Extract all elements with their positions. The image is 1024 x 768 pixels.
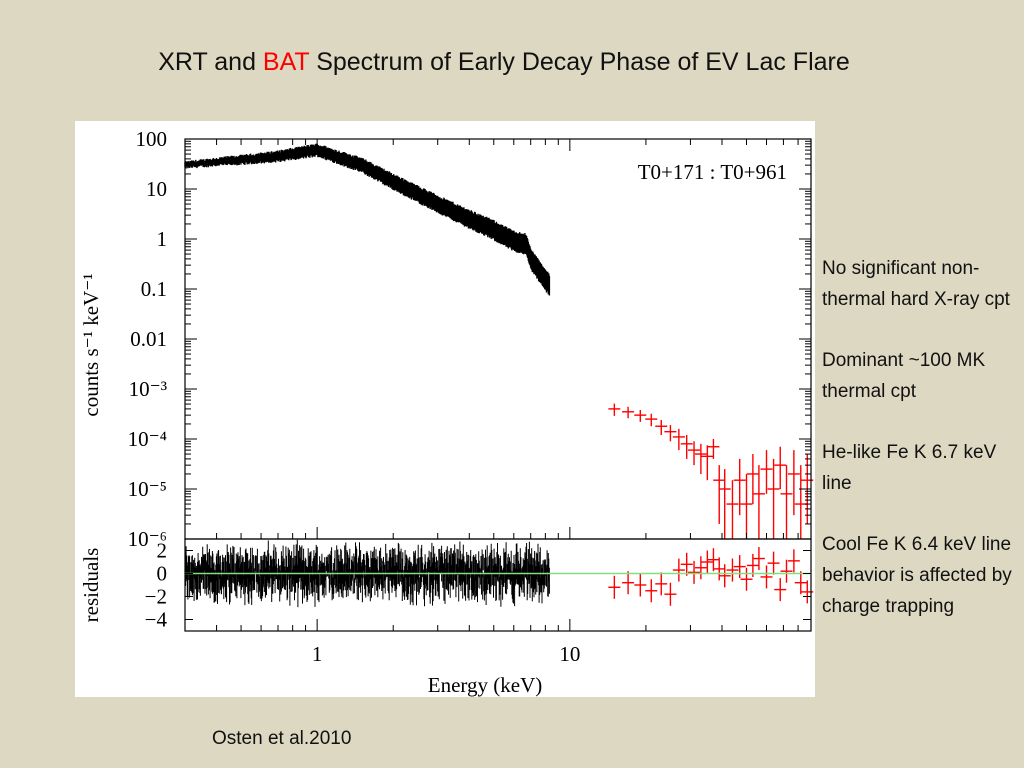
title-highlight: BAT bbox=[262, 48, 310, 76]
bat-residual-point bbox=[752, 547, 765, 571]
spectrum-figure: 1 10 100 10 1 0.1 0.01 10⁻³ 10⁻⁴ 10⁻⁵ 10⁻⁶ 2 0 −2 −4 T… bbox=[75, 121, 815, 697]
bat-point bbox=[655, 419, 668, 436]
bat-point bbox=[680, 435, 693, 459]
bat-residual-point bbox=[701, 550, 714, 574]
bat-residual-point bbox=[672, 558, 685, 582]
bat-point bbox=[694, 443, 707, 474]
note-4: Cool Fe K 6.4 keV line behavior is affec… bbox=[822, 534, 1012, 617]
residual-tick-label: −4 bbox=[145, 608, 168, 632]
x-tick-label: 1 bbox=[312, 642, 323, 666]
bat-point bbox=[787, 450, 800, 516]
spectrum-chart: 1 10 100 10 1 0.1 0.01 10⁻³ 10⁻⁴ 10⁻⁵ 10⁻⁶20−2−4 T… bbox=[79, 127, 814, 697]
bat-point bbox=[774, 446, 787, 489]
bat-point bbox=[664, 425, 677, 442]
bat-residual-point bbox=[622, 571, 635, 595]
bat-point bbox=[746, 454, 759, 505]
y-axis-label-residuals: residuals bbox=[79, 548, 103, 623]
y-tick-label: 1 bbox=[157, 227, 168, 251]
bat-residual-point bbox=[608, 575, 621, 599]
bat-residual-point bbox=[655, 572, 668, 596]
y-tick-label: 0.1 bbox=[141, 277, 167, 301]
spectrum-annotation: T0+171 : T0+961 bbox=[638, 160, 787, 184]
bat-residual-point bbox=[713, 557, 726, 581]
main-panel-frame bbox=[184, 138, 812, 540]
bat-point bbox=[622, 406, 635, 419]
bat-residual-point bbox=[645, 579, 658, 603]
xrt-spectrum-series bbox=[184, 143, 551, 296]
bat-residual-point bbox=[767, 551, 780, 575]
bat-residual-point bbox=[740, 567, 753, 591]
bat-residual-point bbox=[787, 549, 800, 573]
bat-point bbox=[713, 465, 726, 524]
residual-tick-label: −2 bbox=[145, 585, 167, 609]
bat-point bbox=[608, 403, 621, 416]
citation: Osten et al.2010 bbox=[212, 728, 352, 749]
y-tick-label: 10⁻⁵ bbox=[128, 477, 167, 501]
y-tick-label: 0.01 bbox=[130, 327, 167, 351]
bat-residual-point bbox=[707, 548, 720, 572]
bat-point bbox=[634, 410, 647, 422]
bat-residual-point bbox=[733, 555, 746, 579]
bat-residual-point bbox=[774, 578, 787, 602]
y-tick-label: 10 bbox=[146, 177, 167, 201]
bat-residual-point bbox=[634, 573, 647, 597]
bat-residual-point bbox=[688, 560, 701, 584]
y-tick-label: 10⁻⁶ bbox=[128, 527, 167, 551]
y-axis-label-main: counts s⁻¹ keV⁻¹ bbox=[79, 273, 103, 416]
bat-point bbox=[701, 445, 714, 481]
bat-residual-point bbox=[680, 552, 693, 576]
bat-point bbox=[760, 450, 773, 494]
y-tick-label: 10⁻⁴ bbox=[128, 427, 167, 451]
bat-point bbox=[645, 413, 658, 427]
y-tick-label: 10⁻³ bbox=[129, 377, 167, 401]
bat-point bbox=[707, 439, 720, 459]
bat-residual-point bbox=[780, 559, 793, 583]
bat-point bbox=[767, 458, 780, 539]
bat-residual-point bbox=[760, 565, 773, 589]
x-tick-label: 10 bbox=[559, 642, 580, 666]
note-1: No significant non-thermal hard X-ray cp… bbox=[822, 258, 1010, 310]
bat-point bbox=[726, 480, 739, 539]
bat-point bbox=[740, 473, 753, 539]
bat-residual-point bbox=[664, 582, 677, 606]
residual-tick-label: 0 bbox=[157, 562, 168, 586]
title-text-before: XRT and bbox=[158, 48, 263, 76]
bat-point bbox=[752, 465, 765, 539]
note-3: He-like Fe K 6.7 keV line bbox=[822, 442, 997, 494]
x-axis-label: Energy (keV) bbox=[428, 673, 543, 697]
y-tick-label: 100 bbox=[136, 127, 168, 151]
bat-point bbox=[733, 458, 746, 516]
bat-residual-point bbox=[718, 564, 731, 588]
bat-point bbox=[794, 465, 807, 539]
bat-point bbox=[672, 428, 685, 451]
bat-residual-point bbox=[694, 556, 707, 580]
notes-panel: No significant non-thermal hard X-ray cp… bbox=[822, 253, 1022, 652]
bat-residual-point bbox=[726, 558, 739, 582]
bat-point bbox=[688, 441, 701, 466]
title-text-after: Spectrum of Early Decay Phase of EV Lac … bbox=[309, 48, 850, 76]
bat-residual-point bbox=[794, 571, 807, 595]
slide-title: XRT and BAT Spectrum of Early Decay Phas… bbox=[0, 48, 1008, 77]
residual-panel-frame bbox=[184, 538, 812, 632]
residual-tick-label: 2 bbox=[157, 539, 168, 563]
note-2: Dominant ~100 MK thermal cpt bbox=[822, 350, 986, 402]
bat-point bbox=[780, 465, 793, 539]
bat-point bbox=[718, 469, 731, 539]
